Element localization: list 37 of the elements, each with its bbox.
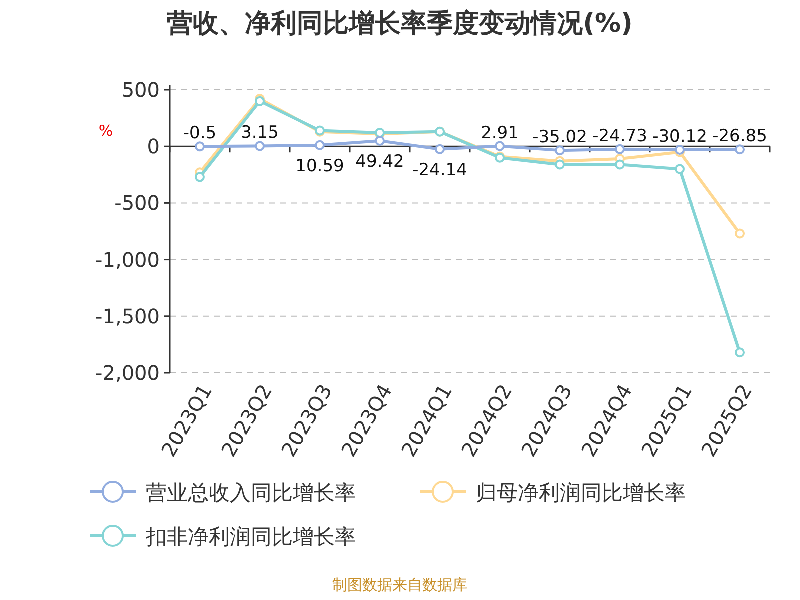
- data-label: -24.73: [592, 126, 648, 146]
- y-tick-label: -2,000: [96, 361, 160, 385]
- data-label: 10.59: [296, 156, 344, 176]
- point: [255, 141, 265, 152]
- chart-title: 营收、净利同比增长率季度变动情况(%): [166, 9, 633, 39]
- point: [555, 146, 565, 156]
- y-tick-label: -1,500: [96, 304, 160, 328]
- data-label: 49.42: [356, 152, 404, 172]
- point: [615, 160, 625, 170]
- data-label: -0.5: [183, 124, 217, 144]
- legend-label: 扣非净利润同比增长率: [145, 525, 356, 549]
- legend-label: 归母净利润同比增长率: [476, 481, 686, 505]
- point: [735, 348, 745, 358]
- y-tick-label: -1,000: [96, 248, 160, 272]
- point: [615, 144, 625, 154]
- point: [555, 160, 565, 170]
- y-axis-title: %: [98, 122, 114, 140]
- point: [435, 144, 445, 154]
- legend-label: 营业总收入同比增长率: [146, 481, 356, 505]
- data-label: 2.91: [481, 123, 519, 144]
- point: [195, 142, 205, 152]
- data-label: -24.14: [412, 160, 468, 180]
- point: [195, 172, 205, 182]
- point: [375, 136, 385, 146]
- point: [495, 141, 505, 152]
- y-tick-label: -500: [114, 191, 160, 216]
- data-label: 3.15: [241, 123, 279, 144]
- text: 制图数据来自数据库: [332, 576, 468, 594]
- y-tick-label: 500: [122, 78, 160, 102]
- point: [735, 228, 745, 239]
- point: [735, 144, 745, 155]
- data-label: -35.02: [532, 128, 588, 148]
- point: [675, 164, 685, 174]
- data-label: -30.12: [652, 127, 708, 148]
- point: [315, 140, 325, 150]
- data-label: -26.85: [712, 126, 768, 147]
- y-tick-label: 0: [147, 134, 160, 159]
